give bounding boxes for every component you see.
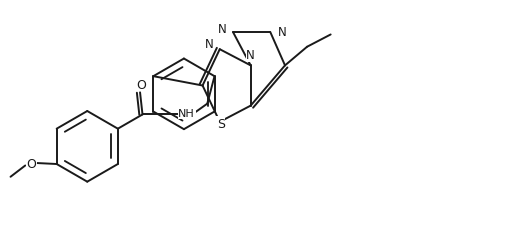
Text: O: O — [26, 157, 36, 170]
Text: O: O — [137, 78, 147, 91]
Text: S: S — [217, 117, 225, 130]
Text: N: N — [246, 49, 255, 62]
Text: N: N — [205, 38, 213, 51]
Text: N: N — [278, 25, 286, 38]
Text: N: N — [218, 22, 226, 35]
Text: NH: NH — [178, 109, 195, 119]
